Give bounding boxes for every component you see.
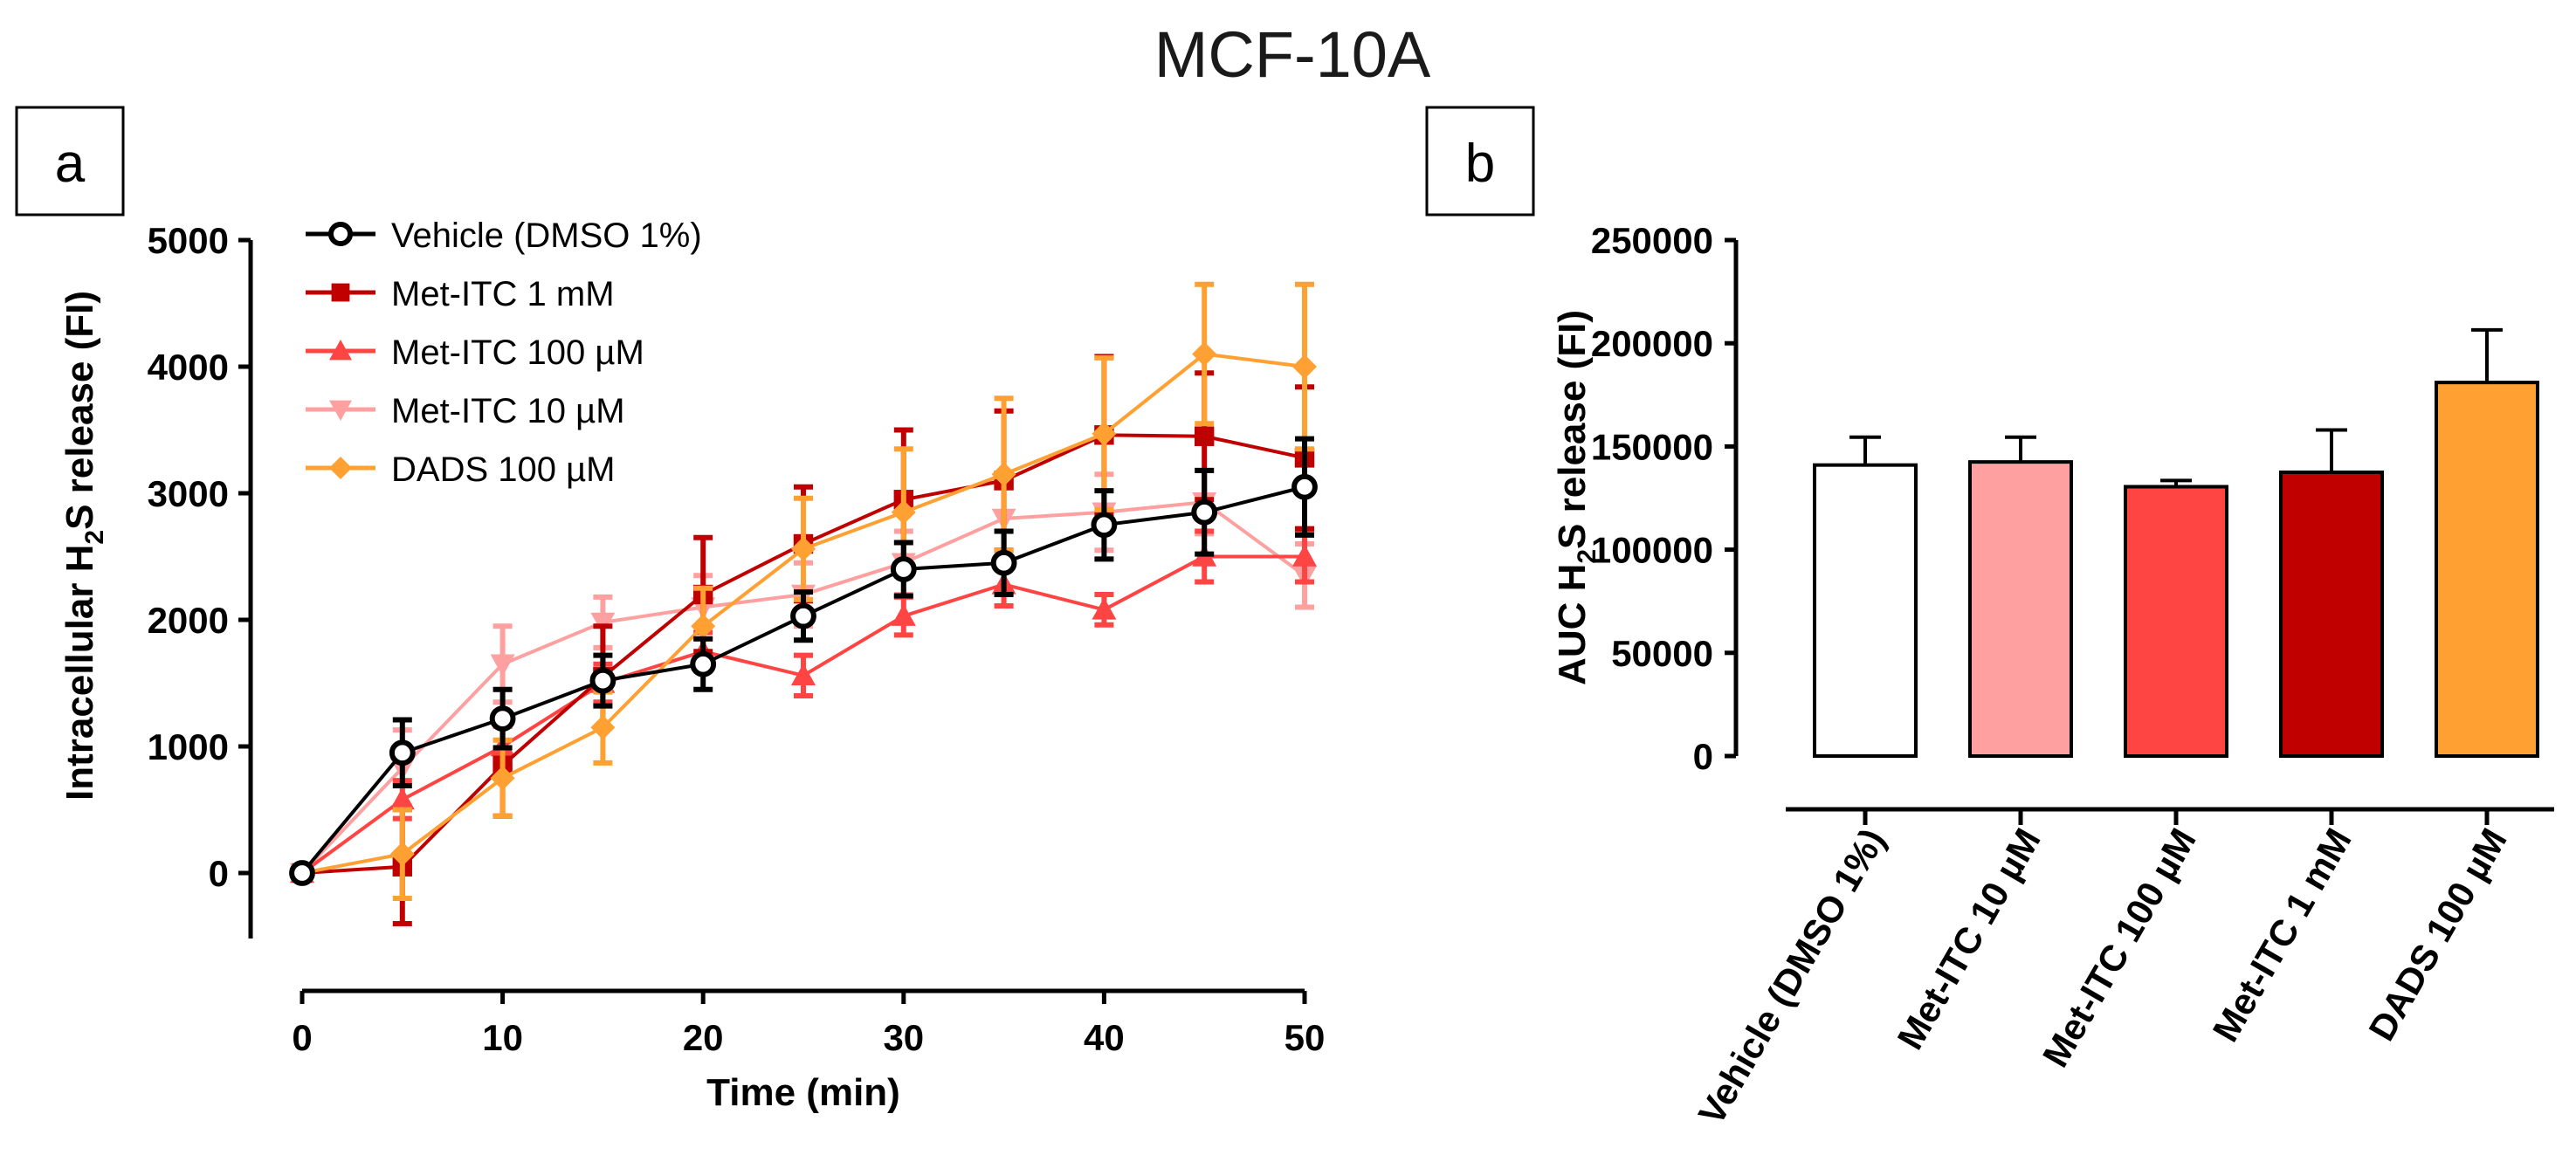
bar-vehicle: [1813, 435, 1918, 759]
legend-item-met_1mm: Met-ITC 1 mM: [306, 275, 615, 313]
data-point-marker: [329, 340, 352, 361]
data-point-marker: [1291, 473, 1318, 500]
bar-rect: [2279, 470, 2384, 758]
y-tick-label: 5000: [148, 220, 229, 261]
x-axis-label: Time (min): [706, 1071, 900, 1114]
y-tick-label: 4000: [148, 347, 229, 388]
legend-label: DADS 100 µM: [391, 450, 615, 489]
y-tick-label: 200000: [1591, 323, 1713, 364]
data-point-marker: [1092, 597, 1117, 620]
panel-b-label-box: [1425, 106, 1535, 217]
x-tick-label: 30: [883, 1017, 924, 1058]
data-point-marker: [691, 614, 716, 639]
y-axis-ticks: 0 50000 100000 150000 200000 250000: [1591, 220, 1736, 777]
data-point-marker: [490, 766, 515, 791]
data-point-marker: [1192, 341, 1217, 367]
x-tick-label: 10: [482, 1017, 523, 1058]
data-point-marker: [590, 715, 616, 740]
legend-label: Met-ITC 10 µM: [391, 392, 625, 430]
line-chart-panel: a 0 1000 2000 3000 4000 5000 0 10 20 30 40 50 Time…: [15, 106, 1325, 1114]
y-tick-label: 250000: [1591, 220, 1713, 261]
series-vehicle: [289, 436, 1318, 886]
bar-met_1mm: [2279, 428, 2384, 758]
bar-rect: [2124, 485, 2228, 758]
y-tick-label: 3000: [148, 473, 229, 514]
bar-rect: [1968, 460, 2073, 758]
bar-rect: [1813, 463, 1918, 759]
y-tick-label: 150000: [1591, 426, 1713, 467]
x-axis-ticks: 0 10 20 30 40 50: [292, 991, 1325, 1058]
legend-label: Met-ITC 100 µM: [391, 333, 644, 372]
y-tick-label: 50000: [1611, 633, 1713, 674]
legend-label: Vehicle (DMSO 1%): [391, 217, 702, 255]
y-tick-label: 2000: [148, 600, 229, 641]
data-point-marker: [891, 499, 916, 525]
data-point-marker: [1195, 426, 1215, 446]
legend-item-met_10um: Met-ITC 10 µM: [306, 392, 625, 430]
panel-b-label: b: [1465, 134, 1495, 194]
data-point-marker: [1292, 544, 1317, 567]
bar-met_100um: [2124, 478, 2228, 758]
y-tick-label: 0: [1693, 736, 1713, 777]
bar-met_10um: [1968, 435, 2073, 758]
y-axis-label: AUC H2S release (FI): [1551, 310, 1601, 685]
x-tick-label: 50: [1285, 1017, 1326, 1058]
panel-a-label-box: [15, 106, 125, 217]
data-point-marker: [489, 705, 516, 732]
legend-item-dads: DADS 100 µM: [306, 450, 615, 489]
data-point-marker: [791, 663, 816, 685]
data-point-marker: [389, 787, 415, 810]
data-point-marker: [690, 650, 717, 677]
data-point-marker: [389, 842, 415, 867]
x-tick-label: 20: [683, 1017, 724, 1058]
data-point-marker: [329, 400, 352, 421]
x-tick-label: 40: [1084, 1017, 1125, 1058]
figure-title: MCF-10A: [1154, 18, 1431, 91]
data-point-marker: [790, 602, 816, 629]
data-point-marker: [991, 462, 1016, 487]
data-point-marker: [791, 536, 816, 561]
data-point-marker: [1191, 498, 1218, 526]
y-axis-label: Intracellular H2S release (FI): [59, 291, 109, 801]
bars: [1813, 327, 2539, 759]
legend: Vehicle (DMSO 1%) Met-ITC 1 mM Met-ITC 100…: [306, 217, 702, 489]
data-point-marker: [1292, 354, 1317, 379]
data-point-marker: [1092, 421, 1117, 446]
legend-label: Met-ITC 1 mM: [391, 275, 615, 313]
y-tick-label: 1000: [148, 726, 229, 767]
data-point-marker: [327, 221, 354, 247]
data-point-marker: [331, 283, 350, 302]
bar-rect: [2435, 381, 2539, 758]
y-tick-label: 100000: [1591, 530, 1713, 571]
y-axis-ticks: 0 1000 2000 3000 4000 5000: [148, 220, 251, 894]
data-point-marker: [1091, 512, 1118, 539]
data-point-marker: [890, 556, 917, 582]
bar-dads: [2435, 327, 2539, 758]
panel-a-label: a: [55, 134, 86, 194]
data-point-marker: [990, 549, 1017, 576]
legend-item-vehicle: Vehicle (DMSO 1%): [306, 217, 702, 255]
legend-item-met_100um: Met-ITC 100 µM: [306, 333, 644, 372]
data-point-marker: [589, 667, 616, 694]
y-tick-label: 0: [209, 853, 229, 894]
data-point-marker: [891, 603, 916, 626]
plot-area: [289, 281, 1318, 926]
data-point-marker: [289, 860, 315, 886]
data-point-marker: [329, 457, 352, 479]
x-tick-label: 0: [292, 1017, 312, 1058]
data-point-marker: [490, 654, 515, 677]
data-point-marker: [389, 739, 416, 767]
